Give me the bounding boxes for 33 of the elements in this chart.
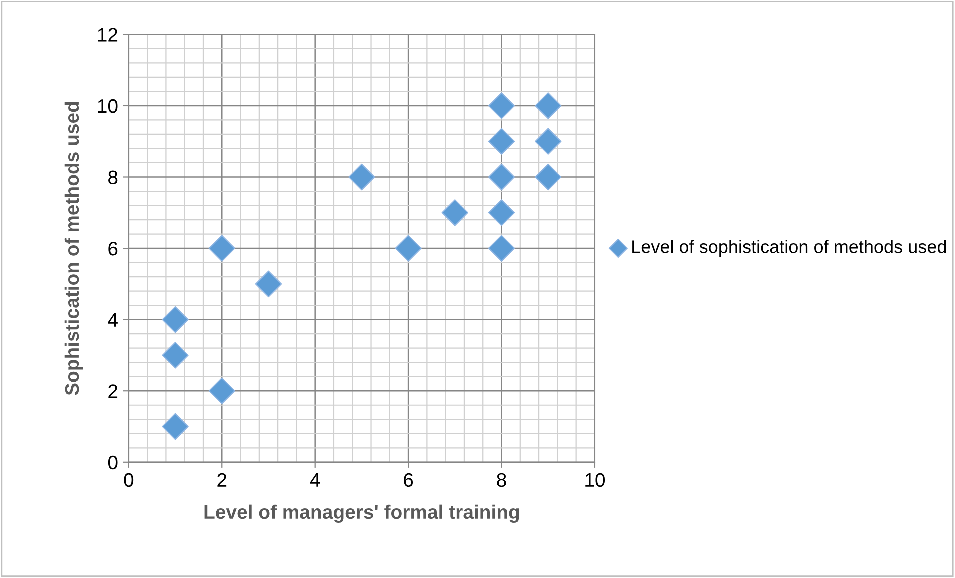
point — [488, 200, 516, 226]
x-axis-title: Level of managers' formal training — [204, 504, 520, 524]
point — [348, 164, 376, 191]
x-tick-label: 0 — [124, 473, 134, 488]
point — [488, 128, 516, 155]
point — [535, 164, 562, 191]
point — [208, 235, 236, 262]
point — [255, 270, 282, 298]
x-tick-label: 2 — [218, 473, 227, 487]
y-tick-label: 0 — [108, 456, 118, 470]
x-tick-label: 8 — [497, 473, 506, 488]
legend-label: Level of sophistication of methods used — [632, 240, 946, 257]
y-tick-label: 12 — [98, 28, 118, 42]
point — [162, 342, 189, 369]
point — [535, 92, 562, 120]
point — [488, 92, 516, 120]
point — [208, 378, 236, 404]
point — [442, 200, 469, 226]
x-tick-label: 10 — [586, 473, 606, 488]
point — [162, 306, 189, 334]
x-tick-label: 4 — [310, 474, 320, 487]
x-tick-label: 6 — [404, 473, 414, 488]
y-tick-label: 4 — [108, 313, 118, 327]
point — [488, 235, 516, 262]
y-axis-title: Sophistication of methods used — [64, 102, 83, 396]
y-tick-label: 10 — [98, 99, 118, 114]
point — [162, 413, 189, 440]
point — [395, 235, 422, 262]
y-tick-label: 2 — [108, 384, 118, 398]
y-tick-label: 6 — [108, 242, 118, 256]
point — [535, 128, 562, 155]
point — [488, 164, 516, 191]
y-tick-label: 8 — [108, 170, 118, 184]
